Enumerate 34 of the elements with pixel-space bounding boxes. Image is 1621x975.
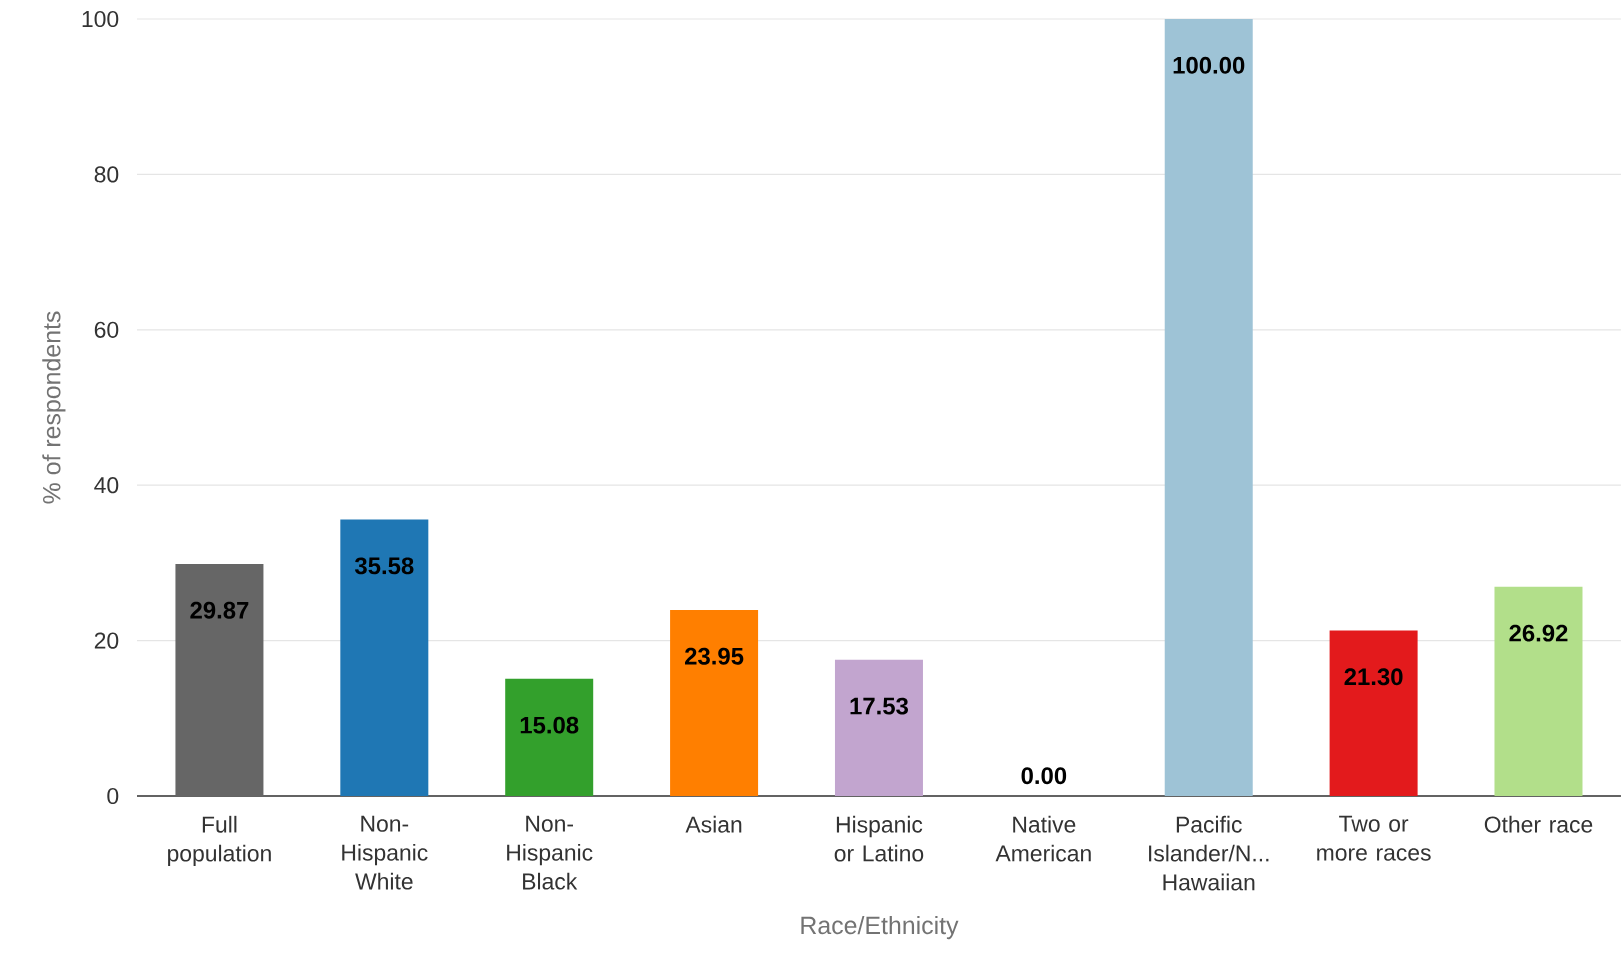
- bar: [340, 519, 429, 796]
- bar: [1494, 586, 1583, 796]
- bar: [834, 659, 923, 796]
- data-label: 29.87: [190, 601, 249, 619]
- y-axis-title: % of respondents: [42, 311, 66, 504]
- x-tick-label: Full population: [168, 815, 271, 867]
- bar: [505, 678, 594, 796]
- y-tick-label: 100: [82, 10, 119, 28]
- x-axis-title: Race/Ethnicity: [801, 915, 959, 940]
- data-label: 23.95: [684, 647, 744, 665]
- y-tick-label: 80: [94, 166, 119, 183]
- x-tick-label: Other race: [1484, 815, 1593, 833]
- data-label: 17.53: [850, 697, 909, 715]
- bar: [1164, 18, 1253, 796]
- x-tick-label: Native American: [995, 815, 1091, 862]
- x-tick-label: Two or more races: [1317, 815, 1431, 861]
- data-label: 0.00: [1021, 767, 1067, 785]
- x-tick-label: Hispanic or Latino: [834, 815, 924, 862]
- data-label: 100.00: [1173, 56, 1245, 74]
- bar: [1329, 630, 1418, 796]
- x-tick-label: Non-Hispanic Black: [507, 815, 593, 890]
- y-tick-label: 20: [94, 632, 119, 649]
- x-tick-label: Pacific Islander/N... Hawaiian: [1149, 815, 1269, 891]
- data-label: 21.30: [1344, 668, 1403, 686]
- data-label: 35.58: [354, 557, 414, 575]
- bar: [670, 609, 759, 796]
- y-tick-label: 0: [107, 787, 119, 805]
- x-tick-label: Non-Hispanic White: [342, 815, 428, 890]
- data-label: 26.92: [1509, 624, 1568, 642]
- bar: [175, 563, 264, 796]
- y-tick-label: 60: [94, 321, 119, 338]
- x-tick-label: Asian: [685, 815, 742, 833]
- y-tick-label: 40: [94, 477, 119, 494]
- data-label: 15.08: [520, 716, 579, 734]
